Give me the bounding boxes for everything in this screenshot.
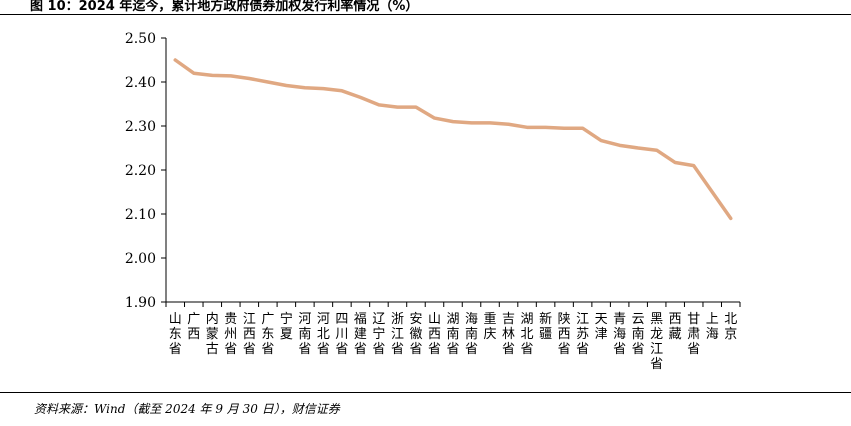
figure-title-bar: 图 10：2024 年迄今，累计地方政府债券加权发行利率情况（%） <box>0 0 851 15</box>
x-tick-label: 湖北省 <box>521 312 534 357</box>
x-tick-label: 四川省 <box>335 312 348 357</box>
x-tick-label: 湖南省 <box>446 312 459 357</box>
x-tick-label: 重庆 <box>484 311 497 342</box>
y-tick-label: 2.50 <box>125 31 156 47</box>
y-tick-label: 2.10 <box>125 207 156 223</box>
x-tick-label: 江西省 <box>243 312 256 357</box>
x-tick-label: 天津 <box>595 312 608 342</box>
line-chart: 1.902.002.102.202.302.402.50山东省广西内蒙古贵州省江… <box>125 31 741 372</box>
x-tick-label: 西藏 <box>669 312 682 342</box>
source-note: 资料来源：Wind（截至 2024 年 9 月 30 日），财信证券 <box>34 402 340 416</box>
x-tick-label: 青海省 <box>613 312 626 357</box>
x-tick-label: 贵州省 <box>224 312 237 357</box>
y-tick-label: 2.00 <box>125 251 156 267</box>
y-tick-label: 2.20 <box>125 163 156 179</box>
x-tick-label: 浙江省 <box>391 312 404 357</box>
x-tick-label: 宁夏 <box>280 311 293 342</box>
y-tick-label: 2.30 <box>125 119 156 135</box>
x-tick-label: 吉林省 <box>502 312 515 357</box>
x-tick-label: 海南省 <box>465 312 478 357</box>
x-tick-label: 甘肃省 <box>687 312 700 357</box>
x-tick-label: 新疆 <box>539 311 552 342</box>
x-tick-label: 广西 <box>187 312 200 342</box>
x-tick-label: 辽宁省 <box>372 312 385 357</box>
x-tick-label: 河北省 <box>317 312 330 357</box>
x-tick-label: 山西省 <box>428 312 441 357</box>
x-tick-label: 安徽省 <box>409 312 422 357</box>
y-tick-label: 2.40 <box>125 75 156 91</box>
x-tick-label: 福建省 <box>354 312 367 357</box>
series-line <box>173 58 733 221</box>
x-tick-label: 广东省 <box>261 312 274 357</box>
x-tick-label: 山东省 <box>169 312 182 357</box>
x-tick-label: 内蒙古 <box>206 311 219 357</box>
x-tick-label: 北京 <box>724 312 737 342</box>
x-tick-label: 云南省 <box>632 312 645 357</box>
source-divider <box>0 392 851 393</box>
x-tick-label: 陕西省 <box>558 312 571 357</box>
figure-title: 图 10：2024 年迄今，累计地方政府债券加权发行利率情况（%） <box>30 0 419 14</box>
x-tick-label: 黑龙江省 <box>650 312 663 372</box>
x-tick-label: 江苏省 <box>576 312 589 357</box>
x-tick-label: 上海 <box>706 312 719 342</box>
y-tick-label: 1.90 <box>125 295 156 311</box>
x-tick-label: 河南省 <box>298 312 311 357</box>
